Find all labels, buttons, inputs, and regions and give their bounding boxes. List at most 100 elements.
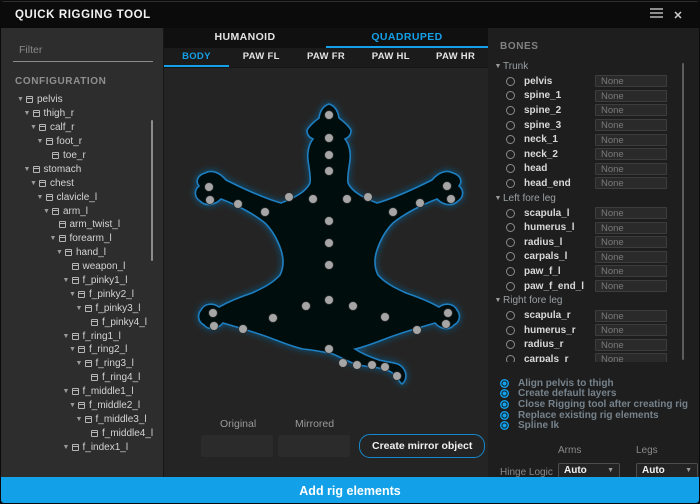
bone-assignment-field[interactable]: None [595, 177, 667, 190]
tree-item-arm_l[interactable]: ▼ arm_l [1, 204, 163, 218]
joint-dot[interactable] [324, 150, 334, 160]
bone-radio[interactable] [506, 325, 515, 335]
tree-collapse-arrow[interactable]: ▼ [69, 290, 76, 298]
bone-radio[interactable] [506, 354, 515, 362]
tree-item-clavicle_l[interactable]: ▼ clavicle_l [1, 190, 163, 204]
joint-dot[interactable] [324, 216, 334, 226]
bone-radio[interactable] [506, 237, 515, 247]
bone-assignment-field[interactable]: None [595, 353, 667, 362]
bone-radio[interactable] [506, 340, 515, 350]
joint-dot[interactable] [441, 319, 451, 329]
tree-collapse-arrow[interactable]: ▼ [75, 415, 83, 423]
bone-radio[interactable] [506, 120, 515, 130]
joint-dot[interactable] [367, 360, 377, 370]
tree-item-f_pinky1_l[interactable]: ▼ f_pinky1_l [1, 274, 163, 288]
tree-collapse-arrow[interactable]: ▼ [17, 96, 24, 104]
tree-collapse-arrow[interactable]: ▼ [75, 360, 83, 368]
add-rig-elements-button[interactable]: Add rig elements [1, 477, 699, 503]
bone-group-left-fore-leg[interactable]: ▼ Left fore leg [493, 191, 667, 206]
menu-icon[interactable] [645, 6, 667, 25]
tree-collapse-arrow[interactable]: ▼ [62, 388, 70, 396]
bone-radio[interactable] [506, 135, 515, 145]
bone-radio[interactable] [506, 178, 515, 188]
bone-radio[interactable] [506, 91, 515, 101]
original-input[interactable] [201, 435, 273, 457]
tree-item-f_pinky4_l[interactable]: f_pinky4_l [1, 315, 163, 329]
close-icon[interactable]: ✕ [673, 9, 683, 22]
bone-radio[interactable] [506, 149, 515, 159]
bone-group-trunk[interactable]: ▼ Trunk [493, 59, 667, 74]
option-close-rigging-tool-after-creating-rig[interactable]: Close Rigging tool after creating rig [500, 399, 699, 410]
joint-dot[interactable] [324, 166, 334, 176]
option-create-default-layers[interactable]: Create default layers [500, 388, 699, 399]
joint-dot[interactable] [301, 301, 311, 311]
group-collapse-arrow[interactable]: ▼ [494, 297, 502, 305]
joint-dot[interactable] [363, 192, 373, 202]
joint-dot[interactable] [352, 360, 362, 370]
subtab-body[interactable]: BODY [164, 48, 229, 67]
bone-radio[interactable] [506, 311, 515, 321]
tab-quadruped[interactable]: QUADRUPED [326, 28, 488, 48]
joint-dot[interactable] [442, 181, 452, 191]
legs-hinge-select[interactable]: Auto ▼ [636, 462, 698, 477]
joint-dot[interactable] [284, 192, 294, 202]
bone-radio[interactable] [506, 105, 515, 115]
bone-group-right-fore-leg[interactable]: ▼ Right fore leg [493, 293, 667, 308]
tree-item-toe_r[interactable]: toe_r [1, 149, 163, 163]
tree-collapse-arrow[interactable]: ▼ [30, 179, 37, 187]
tree-collapse-arrow[interactable]: ▼ [23, 165, 31, 173]
tree-item-thigh_r[interactable]: ▼ thigh_r [1, 107, 163, 121]
joint-dot[interactable] [238, 324, 248, 334]
option-align-pelvis-to-thigh[interactable]: Align pelvis to thigh [500, 378, 699, 389]
joint-dot[interactable] [204, 182, 214, 192]
radio-on-icon[interactable] [500, 378, 509, 388]
tree-item-f_ring3_l[interactable]: ▼ f_ring3_l [1, 357, 163, 371]
bones-scrollbar[interactable] [682, 63, 684, 360]
tree-collapse-arrow[interactable]: ▼ [69, 402, 76, 410]
filter-input[interactable] [19, 44, 154, 56]
tree-collapse-arrow[interactable]: ▼ [23, 110, 31, 118]
joint-dot[interactable] [324, 295, 334, 305]
tree-collapse-arrow[interactable]: ▼ [36, 138, 44, 146]
bone-radio[interactable] [506, 76, 515, 86]
tree-item-f_middle2_l[interactable]: ▼ f_middle2_l [1, 399, 163, 413]
tree-item-f_ring2_l[interactable]: ▼ f_ring2_l [1, 343, 163, 357]
bone-radio[interactable] [506, 266, 515, 276]
tab-humanoid[interactable]: HUMANOID [214, 31, 276, 43]
tree-item-stomach[interactable]: ▼ stomach [1, 162, 163, 176]
tree-item-pelvis[interactable]: ▼ pelvis [1, 93, 163, 107]
bone-assignment-field[interactable]: None [595, 250, 667, 263]
bone-assignment-field[interactable]: None [595, 221, 667, 234]
tree-item-f_middle4_l[interactable]: f_middle4_l [1, 426, 163, 440]
bone-assignment-field[interactable]: None [595, 309, 667, 322]
bone-radio[interactable] [506, 164, 515, 174]
tree-collapse-arrow[interactable]: ▼ [43, 207, 50, 215]
joint-dot[interactable] [268, 313, 278, 323]
joint-dot[interactable] [380, 362, 390, 372]
bone-assignment-field[interactable]: None [595, 119, 667, 132]
tree-collapse-arrow[interactable]: ▼ [75, 304, 83, 312]
bone-radio[interactable] [506, 281, 515, 291]
group-collapse-arrow[interactable]: ▼ [494, 194, 502, 202]
group-collapse-arrow[interactable]: ▼ [494, 63, 502, 70]
joint-dot[interactable] [415, 198, 425, 208]
joint-dot[interactable] [443, 308, 453, 318]
joint-dot[interactable] [208, 308, 218, 318]
bone-assignment-field[interactable]: None [595, 162, 667, 175]
bone-radio[interactable] [506, 208, 515, 218]
bone-assignment-field[interactable]: None [595, 75, 667, 88]
tree-item-arm_twist_l[interactable]: arm_twist_l [1, 218, 163, 232]
tree-scrollbar[interactable] [151, 120, 153, 261]
tree-collapse-arrow[interactable]: ▼ [49, 235, 57, 243]
subtab-paw-fr[interactable]: PAW FR [306, 51, 346, 62]
tree-collapse-arrow[interactable]: ▼ [69, 346, 76, 354]
tree-item-chest[interactable]: ▼ chest [1, 176, 163, 190]
create-mirror-object-button[interactable]: Create mirror object [359, 434, 486, 458]
joint-dot[interactable] [324, 344, 334, 354]
tree-item-f_ring1_l[interactable]: ▼ f_ring1_l [1, 329, 163, 343]
joint-dot[interactable] [348, 301, 358, 311]
joint-dot[interactable] [209, 321, 219, 331]
subtab-paw-hr[interactable]: PAW HR [436, 51, 476, 62]
tree-collapse-arrow[interactable]: ▼ [36, 193, 44, 201]
tree-item-f_middle1_l[interactable]: ▼ f_middle1_l [1, 385, 163, 399]
